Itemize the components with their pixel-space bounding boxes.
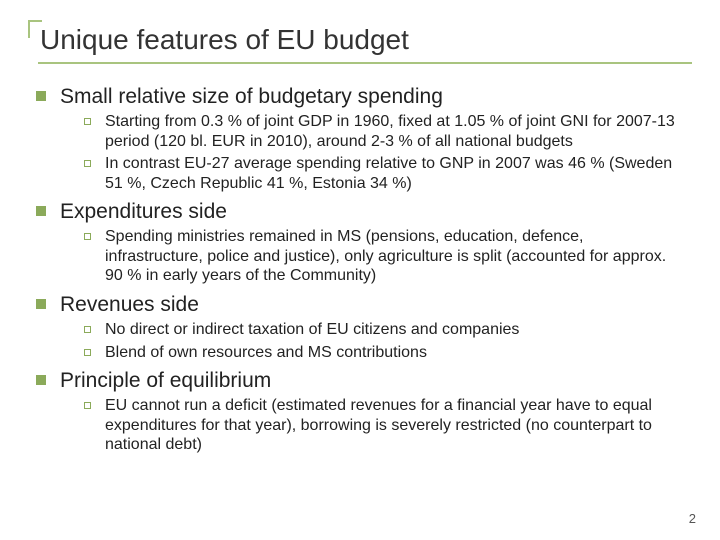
sub-item: Blend of own resources and MS contributi…	[84, 343, 684, 363]
bullet-outline-icon	[84, 326, 91, 333]
sub-item-text: In contrast EU-27 average spending relat…	[105, 154, 684, 193]
bullet-outline-icon	[84, 118, 91, 125]
title-underline	[38, 62, 692, 64]
sub-item-text: Spending ministries remained in MS (pens…	[105, 227, 684, 286]
section-heading: Principle of equilibrium	[36, 368, 684, 393]
bullet-square-icon	[36, 375, 46, 385]
bullet-square-icon	[36, 91, 46, 101]
sub-item-text: EU cannot run a deficit (estimated reven…	[105, 396, 684, 455]
sub-item-text: Blend of own resources and MS contributi…	[105, 343, 427, 363]
slide-title: Unique features of EU budget	[38, 24, 692, 56]
sub-item-text: Starting from 0.3 % of joint GDP in 1960…	[105, 112, 684, 151]
sub-item: In contrast EU-27 average spending relat…	[84, 154, 684, 193]
section-heading: Revenues side	[36, 292, 684, 317]
bullet-outline-icon	[84, 160, 91, 167]
sub-item: Spending ministries remained in MS (pens…	[84, 227, 684, 286]
slide: Unique features of EU budget Small relat…	[0, 0, 720, 540]
section-heading: Small relative size of budgetary spendin…	[36, 84, 684, 109]
bullet-outline-icon	[84, 349, 91, 356]
bullet-square-icon	[36, 206, 46, 216]
sub-item: Starting from 0.3 % of joint GDP in 1960…	[84, 112, 684, 151]
bullet-outline-icon	[84, 233, 91, 240]
sub-item: EU cannot run a deficit (estimated reven…	[84, 396, 684, 455]
title-accent-corner	[28, 20, 42, 38]
title-block: Unique features of EU budget	[28, 20, 692, 70]
section-heading-text: Principle of equilibrium	[60, 368, 271, 393]
page-number: 2	[689, 511, 696, 526]
section-heading-text: Small relative size of budgetary spendin…	[60, 84, 443, 109]
bullet-outline-icon	[84, 402, 91, 409]
slide-content: Small relative size of budgetary spendin…	[28, 84, 692, 455]
bullet-square-icon	[36, 299, 46, 309]
sub-item-text: No direct or indirect taxation of EU cit…	[105, 320, 519, 340]
section-heading: Expenditures side	[36, 199, 684, 224]
sub-item: No direct or indirect taxation of EU cit…	[84, 320, 684, 340]
section-heading-text: Revenues side	[60, 292, 199, 317]
section-heading-text: Expenditures side	[60, 199, 227, 224]
